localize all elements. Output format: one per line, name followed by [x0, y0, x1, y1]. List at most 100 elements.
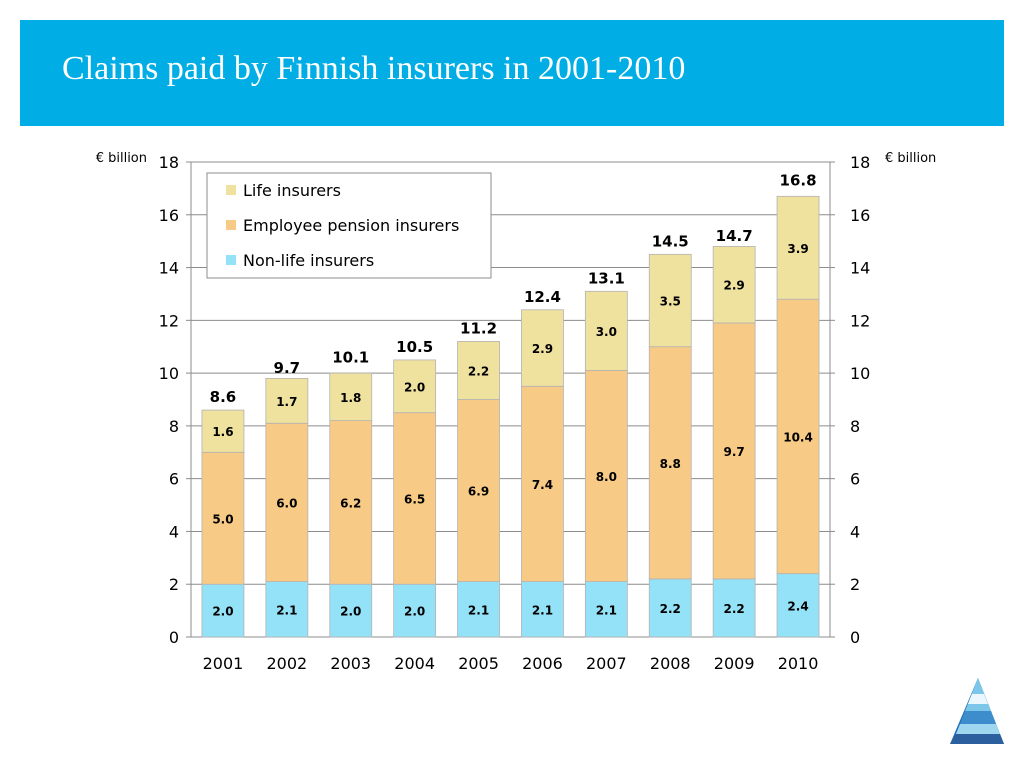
- y-tick-label-right: 10: [850, 364, 870, 383]
- bar-segment: [393, 359, 437, 414]
- y-tick-label-left: 12: [159, 311, 179, 330]
- y-axis-label-left: € billion: [96, 151, 147, 166]
- bar-segment: [648, 253, 692, 348]
- bar-total-label: 8.6: [210, 388, 237, 406]
- bar-value-label: 2.1: [276, 603, 297, 617]
- y-tick-label-left: 10: [159, 364, 179, 383]
- bar-value-label: 6.5: [404, 492, 425, 506]
- bar-total-label: 14.5: [652, 232, 689, 250]
- legend-swatch: [226, 220, 236, 230]
- bar-total-label: 10.1: [332, 348, 369, 366]
- bar-segment: [521, 581, 564, 638]
- bar-segment: [712, 578, 756, 638]
- legend: [206, 172, 492, 279]
- bar-segment: [201, 409, 245, 453]
- y-tick-label-right: 8: [850, 417, 860, 436]
- x-tick-label: 2001: [203, 654, 244, 673]
- bar-segment: [265, 581, 309, 638]
- bar-segment: [712, 246, 756, 324]
- bar-segment: [584, 290, 628, 371]
- y-tick-label-right: 14: [850, 259, 870, 278]
- bar-total-label: 10.5: [396, 338, 433, 356]
- bar-value-label: 1.7: [276, 395, 297, 409]
- bar-segment: [648, 578, 692, 638]
- legend-swatch: [226, 255, 236, 265]
- legend-label: Life insurers: [243, 181, 341, 200]
- bar-value-label: 1.6: [212, 425, 233, 439]
- y-tick-label-right: 2: [850, 575, 860, 594]
- bar-value-label: 6.0: [276, 496, 297, 510]
- bar-segment: [329, 420, 373, 585]
- bar-value-label: 7.4: [532, 478, 553, 492]
- legend-swatch: [226, 185, 236, 195]
- y-tick-label-right: 0: [850, 628, 860, 647]
- bar-value-label: 1.8: [340, 391, 361, 405]
- y-tick-label-left: 6: [169, 470, 179, 489]
- bar-total-label: 12.4: [524, 288, 561, 306]
- bar-total-label: 9.7: [274, 359, 301, 377]
- bar-segment: [584, 581, 628, 638]
- bar-segment: [776, 298, 820, 575]
- bar-value-label: 2.2: [468, 364, 489, 378]
- y-tick-label-right: 12: [850, 311, 870, 330]
- x-tick-label: 2003: [330, 654, 371, 673]
- bar-value-label: 2.1: [596, 603, 617, 617]
- bar-segment: [457, 581, 500, 638]
- bar-value-label: 2.0: [340, 605, 361, 619]
- legend-label: Non-life insurers: [243, 251, 374, 270]
- x-tick-label: 2009: [714, 654, 755, 673]
- bar-total-label: 16.8: [780, 172, 817, 190]
- y-tick-label-left: 16: [159, 206, 179, 225]
- y-tick-label-right: 18: [850, 153, 870, 172]
- bar-segment: [776, 573, 820, 638]
- bar-value-label: 9.7: [724, 445, 745, 459]
- bar-value-label: 2.2: [660, 602, 681, 616]
- bar-segment: [265, 422, 309, 582]
- bar-value-label: 2.0: [404, 380, 425, 394]
- bar-value-label: 2.9: [724, 279, 745, 293]
- x-tick-label: 2002: [266, 654, 307, 673]
- bar-segment: [648, 346, 692, 580]
- y-tick-label-left: 18: [159, 153, 179, 172]
- bar-segment: [201, 583, 245, 638]
- y-axis-label-right: € billion: [885, 151, 936, 166]
- bar-value-label: 5.0: [212, 512, 233, 526]
- bar-value-label: 2.2: [724, 602, 745, 616]
- y-tick-label-left: 8: [169, 417, 179, 436]
- x-tick-label: 2007: [586, 654, 627, 673]
- bar-segment: [329, 372, 373, 422]
- bar-segment: [776, 195, 820, 300]
- bar-segment: [521, 309, 564, 387]
- bar-segment: [265, 377, 309, 424]
- bar-segment: [329, 583, 373, 638]
- bar-value-label: 3.9: [787, 242, 808, 256]
- bar-total-label: 14.7: [716, 227, 753, 245]
- x-tick-label: 2005: [458, 654, 499, 673]
- page-title: Claims paid by Finnish insurers in 2001-…: [62, 50, 686, 87]
- bar-segment: [584, 370, 628, 582]
- x-tick-label: 2004: [394, 654, 435, 673]
- y-tick-label-left: 2: [169, 575, 179, 594]
- bar-total-label: 13.1: [588, 269, 625, 287]
- bar-value-label: 2.1: [468, 603, 489, 617]
- bar-segment: [712, 322, 756, 580]
- bar-value-label: 3.0: [596, 325, 617, 339]
- y-tick-label-left: 14: [159, 259, 179, 278]
- bar-segment: [201, 451, 245, 585]
- bar-value-label: 2.0: [404, 605, 425, 619]
- bar-segment: [457, 399, 500, 582]
- bar-value-label: 8.0: [596, 470, 617, 484]
- x-tick-label: 2006: [522, 654, 563, 673]
- bar-total-label: 11.2: [460, 319, 497, 337]
- bar-value-label: 8.8: [660, 457, 681, 471]
- bar-value-label: 10.4: [783, 430, 813, 444]
- bar-segment: [393, 583, 437, 638]
- layered-triangle-logo-icon: [950, 678, 1004, 744]
- bar-segment: [457, 341, 500, 400]
- bar-value-label: 2.4: [787, 599, 808, 613]
- bar-value-label: 2.1: [532, 603, 553, 617]
- x-tick-label: 2008: [650, 654, 691, 673]
- bar-value-label: 2.0: [212, 605, 233, 619]
- title-band: Claims paid by Finnish insurers in 2001-…: [20, 20, 1004, 126]
